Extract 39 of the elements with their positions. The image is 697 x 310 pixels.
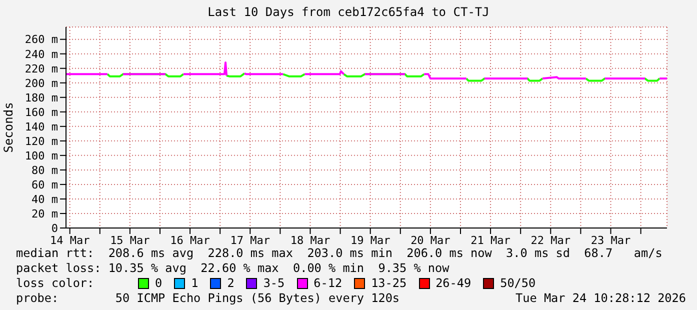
y-tick-label: 260 m: [24, 33, 58, 46]
y-tick-label: 240 m: [24, 48, 58, 61]
y-tick-label: 40 m: [32, 192, 58, 206]
text: packet loss: 10.35 % avg 22.60 % max 0.00 % min 9.35 % now: [16, 261, 450, 276]
y-tick-label: 0: [51, 222, 58, 235]
y-tick-label: 220 m: [24, 62, 58, 76]
y-tick-label: 160 m: [24, 106, 58, 119]
x-tick-label: 14 Mar: [50, 234, 90, 247]
x-tick-label: 20 Mar: [410, 234, 451, 247]
legend-label: 50/50: [499, 276, 536, 291]
legend-title: loss color:: [16, 276, 96, 291]
y-axis-title: Seconds: [1, 102, 16, 153]
text: probe: 50 ICMP Echo Pings (56 Bytes) every 120s: [16, 291, 400, 306]
text: Tue Mar 24 10:28:12 2026: [516, 291, 686, 306]
x-tick-label: 23 Mar: [590, 234, 631, 247]
x-tick-label: 19 Mar: [350, 234, 391, 247]
chart-title: Last 10 Days from ceb172c65fa4 to CT-TJ: [206, 5, 490, 19]
y-tick-label: 140 m: [24, 120, 58, 134]
legend-label: 6-12: [312, 276, 342, 291]
y-tick-label: 80 m: [32, 164, 58, 177]
x-tick-label: 21 Mar: [470, 234, 511, 247]
x-tick-label: 17 Mar: [230, 234, 270, 247]
legend-label: 1: [190, 276, 198, 291]
x-tick-label: 18 Mar: [290, 234, 330, 247]
legend-label: 3-5: [262, 276, 285, 291]
y-tick-label: 60 m: [32, 178, 58, 192]
legend-label: 2: [226, 276, 234, 291]
legend-label: 13-25: [370, 276, 407, 291]
y-tick-label: 20 m: [32, 207, 58, 220]
legend-label: 26-49: [434, 276, 472, 291]
text: median rtt: 208.6 ms avg 228.0 ms max 203.0 ms min 206.0 ms now 3.0 ms sd 68.7 am/s: [16, 246, 664, 261]
x-tick-label: 22 Mar: [530, 234, 571, 247]
y-tick-label: 120 m: [24, 134, 58, 148]
y-tick-label: 100 m: [24, 149, 58, 162]
x-tick-label: 15 Mar: [110, 234, 150, 247]
y-tick-label: 180 m: [24, 91, 58, 104]
y-tick-label: 200 m: [24, 76, 58, 90]
x-tick-label: 16 Mar: [170, 234, 210, 247]
legend-label: 0: [154, 276, 162, 291]
